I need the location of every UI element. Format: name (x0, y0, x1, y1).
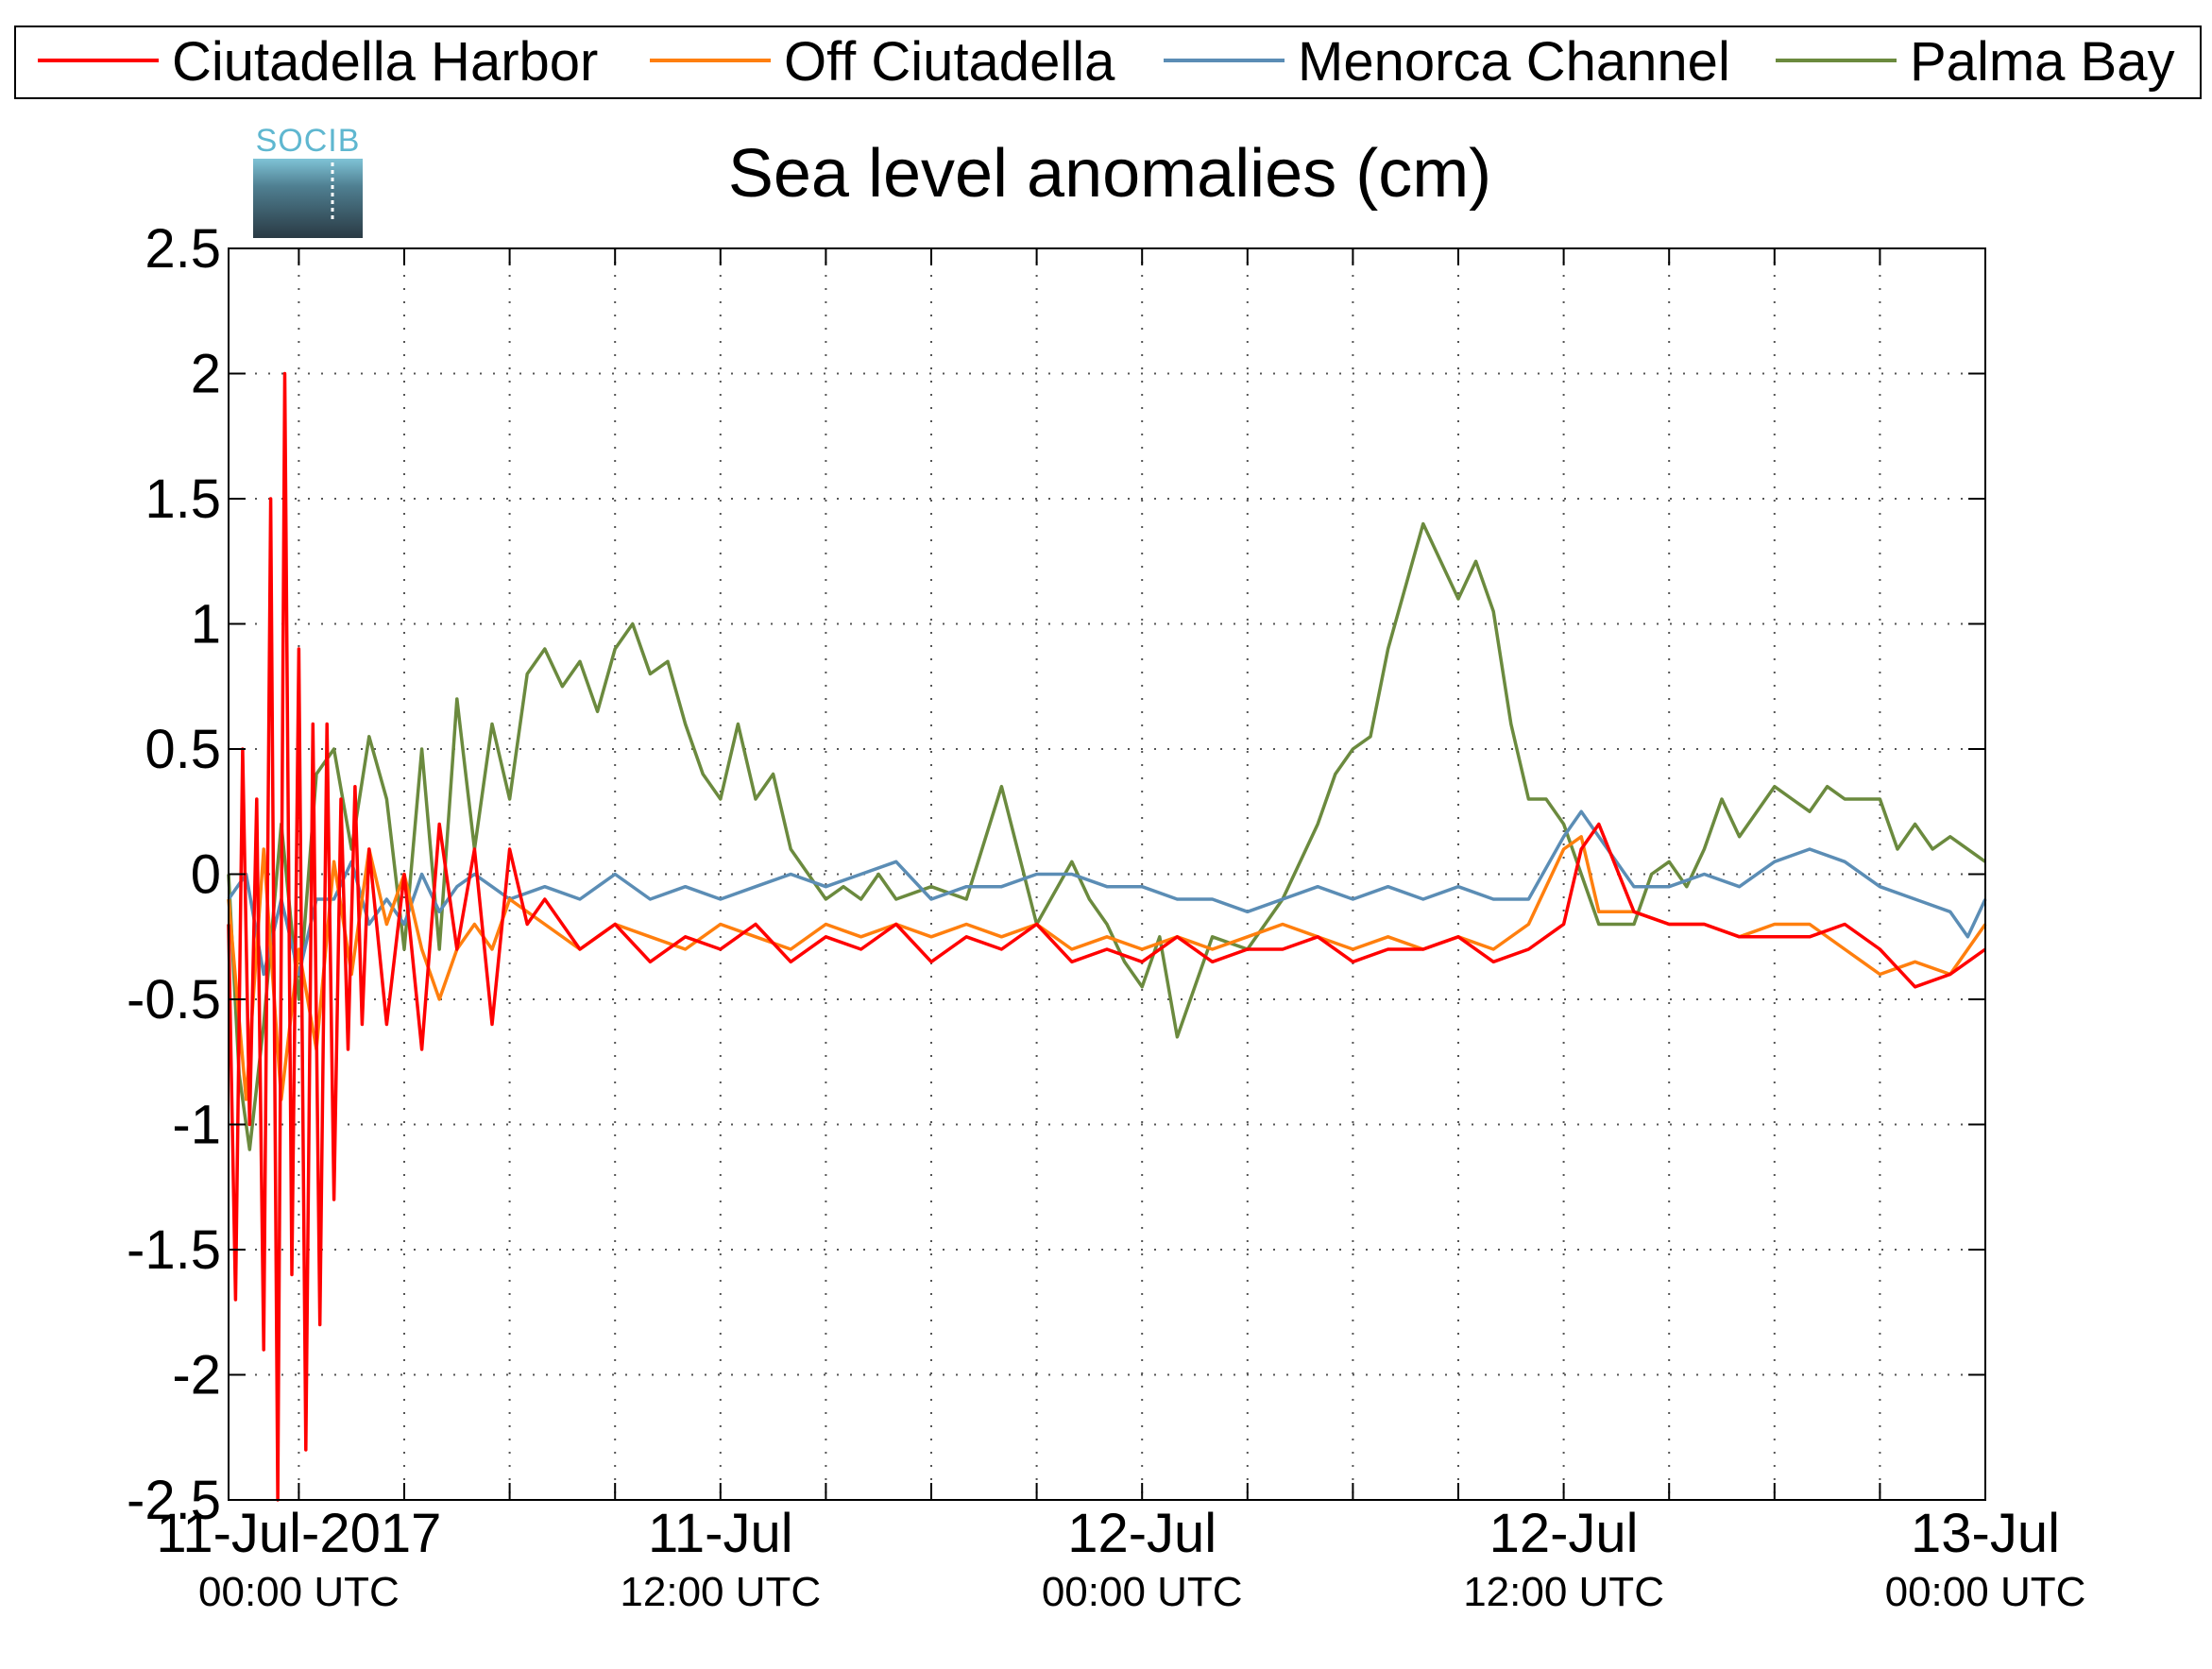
y-tick-label: -2.5 (127, 1470, 221, 1531)
x-tick-label-time: 12:00 UTC (620, 1569, 821, 1615)
y-tick-label: 1.5 (145, 468, 221, 530)
y-tick-label: 0.5 (145, 719, 221, 780)
series-line-ciutadella-harbor (227, 371, 1987, 1502)
x-tick-label-date: 11-Jul-2017 (156, 1503, 441, 1564)
x-tick-label-date: 12-Jul (1067, 1503, 1217, 1564)
logo-block (253, 159, 363, 238)
plot-area: 2.5 2 1.5 1 0.5 0 -0.5 -1 -1.5 -2 -2.5 11-Jul-2017… (127, 218, 2085, 1615)
series-layer (227, 371, 1987, 1502)
logo-text: SOCIB (256, 123, 361, 159)
legend-label-palma-bay: Palma Bay (1910, 31, 2174, 93)
y-tick-label: -2 (172, 1345, 221, 1406)
socib-logo: SOCIB (253, 123, 363, 238)
legend: Ciutadella Harbor Off Ciutadella Menorca C… (14, 26, 2202, 99)
plot-frame (229, 248, 1985, 1500)
x-tick-label-time: 00:00 UTC (1885, 1569, 2086, 1615)
x-tick-label-date: 12-Jul (1489, 1503, 1639, 1564)
y-tick-label: 2.5 (145, 218, 221, 280)
y-tick-label: -0.5 (127, 969, 221, 1030)
x-tick-label-date: 13-Jul (1911, 1503, 2060, 1564)
y-tick-label: 2 (191, 344, 221, 405)
y-tick-label: 1 (191, 594, 221, 656)
x-axis: 11-Jul-2017 00:00 UTC 11-Jul 12:00 UTC 12-Ju… (156, 248, 2085, 1615)
legend-label-ciutadella-harbor: Ciutadella Harbor (172, 31, 598, 93)
chart-title: Sea level anomalies (cm) (728, 136, 1491, 212)
y-tick-label: 0 (191, 844, 221, 906)
legend-label-menorca-channel: Menorca Channel (1298, 31, 1730, 93)
x-tick-label-time: 12:00 UTC (1463, 1569, 1664, 1615)
legend-items: Ciutadella Harbor Off Ciutadella Menorca C… (38, 31, 2174, 93)
series-line-menorca-channel (227, 809, 1987, 977)
y-axis: 2.5 2 1.5 1 0.5 0 -0.5 -1 -1.5 -2 -2.5 (127, 218, 1985, 1531)
y-tick-label: -1.5 (127, 1219, 221, 1281)
x-tick-label-time: 00:00 UTC (198, 1569, 400, 1615)
legend-label-off-ciutadella: Off Ciutadella (784, 31, 1115, 93)
x-tick-label-time: 00:00 UTC (1042, 1569, 1243, 1615)
x-tick-label-date: 11-Jul (648, 1503, 793, 1564)
y-tick-label: -1 (172, 1095, 221, 1156)
